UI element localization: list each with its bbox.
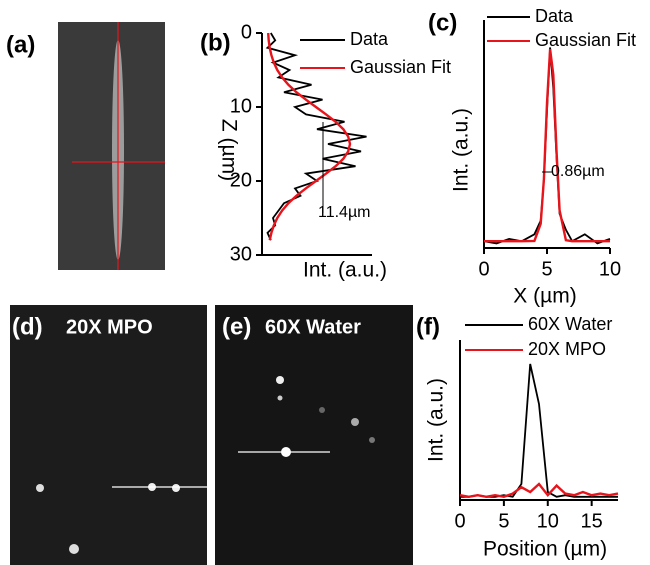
panel-label: (f) — [416, 313, 440, 340]
tick-label: 0 — [454, 510, 465, 532]
legend-label: Gaussian Fit — [350, 57, 451, 77]
series-line — [484, 49, 610, 243]
image-label: 60X Water — [265, 316, 361, 338]
legend-label: Data — [535, 6, 574, 26]
series-line — [459, 482, 619, 499]
tick-label: 30 — [230, 243, 252, 265]
legend-label: Gaussian Fit — [535, 30, 636, 50]
image-label: 20X MPO — [66, 316, 153, 338]
image-d — [10, 305, 207, 565]
axis-label: Position (µm) — [483, 538, 607, 561]
axis-label: Z (µm) — [217, 119, 240, 181]
tick-label: 10 — [230, 95, 252, 117]
bead — [277, 395, 283, 401]
tick-label: 5 — [541, 258, 552, 280]
axis-label: X (µm) — [513, 285, 576, 308]
tick-label: 20 — [230, 169, 252, 191]
image-e — [215, 305, 413, 565]
bead — [369, 437, 375, 443]
bead — [351, 418, 359, 426]
panel-label: (a) — [6, 31, 35, 58]
image-a — [58, 22, 165, 270]
annotation: 0.86µm — [551, 163, 605, 180]
panel-label: (b) — [200, 29, 231, 56]
axis-label: Int. (a.u.) — [450, 108, 473, 192]
axis-label: Int. (a.u.) — [425, 378, 448, 462]
series-line — [267, 32, 352, 241]
panel-label: (e) — [222, 313, 251, 340]
tick-label: 5 — [498, 510, 509, 532]
series-line — [460, 363, 618, 498]
bead — [69, 544, 79, 554]
tick-label: 10 — [599, 258, 621, 280]
tick-label: 10 — [537, 510, 559, 532]
bead — [276, 376, 284, 384]
series-line — [265, 32, 367, 241]
series-line — [483, 47, 611, 245]
axis-label: Int. (a.u.) — [303, 259, 387, 282]
annotation: 11.4µm — [318, 204, 371, 221]
legend-label: 20X MPO — [528, 339, 606, 359]
panel-label: (d) — [12, 313, 43, 340]
tick-label: 15 — [581, 510, 603, 532]
bead — [36, 484, 44, 492]
legend-label: Data — [350, 29, 389, 49]
tick-label: 0 — [241, 21, 252, 43]
panel-label: (c) — [428, 9, 457, 36]
legend-label: 60X Water — [528, 314, 612, 334]
tick-label: 0 — [478, 258, 489, 280]
bead — [319, 407, 325, 413]
bead — [172, 484, 180, 492]
